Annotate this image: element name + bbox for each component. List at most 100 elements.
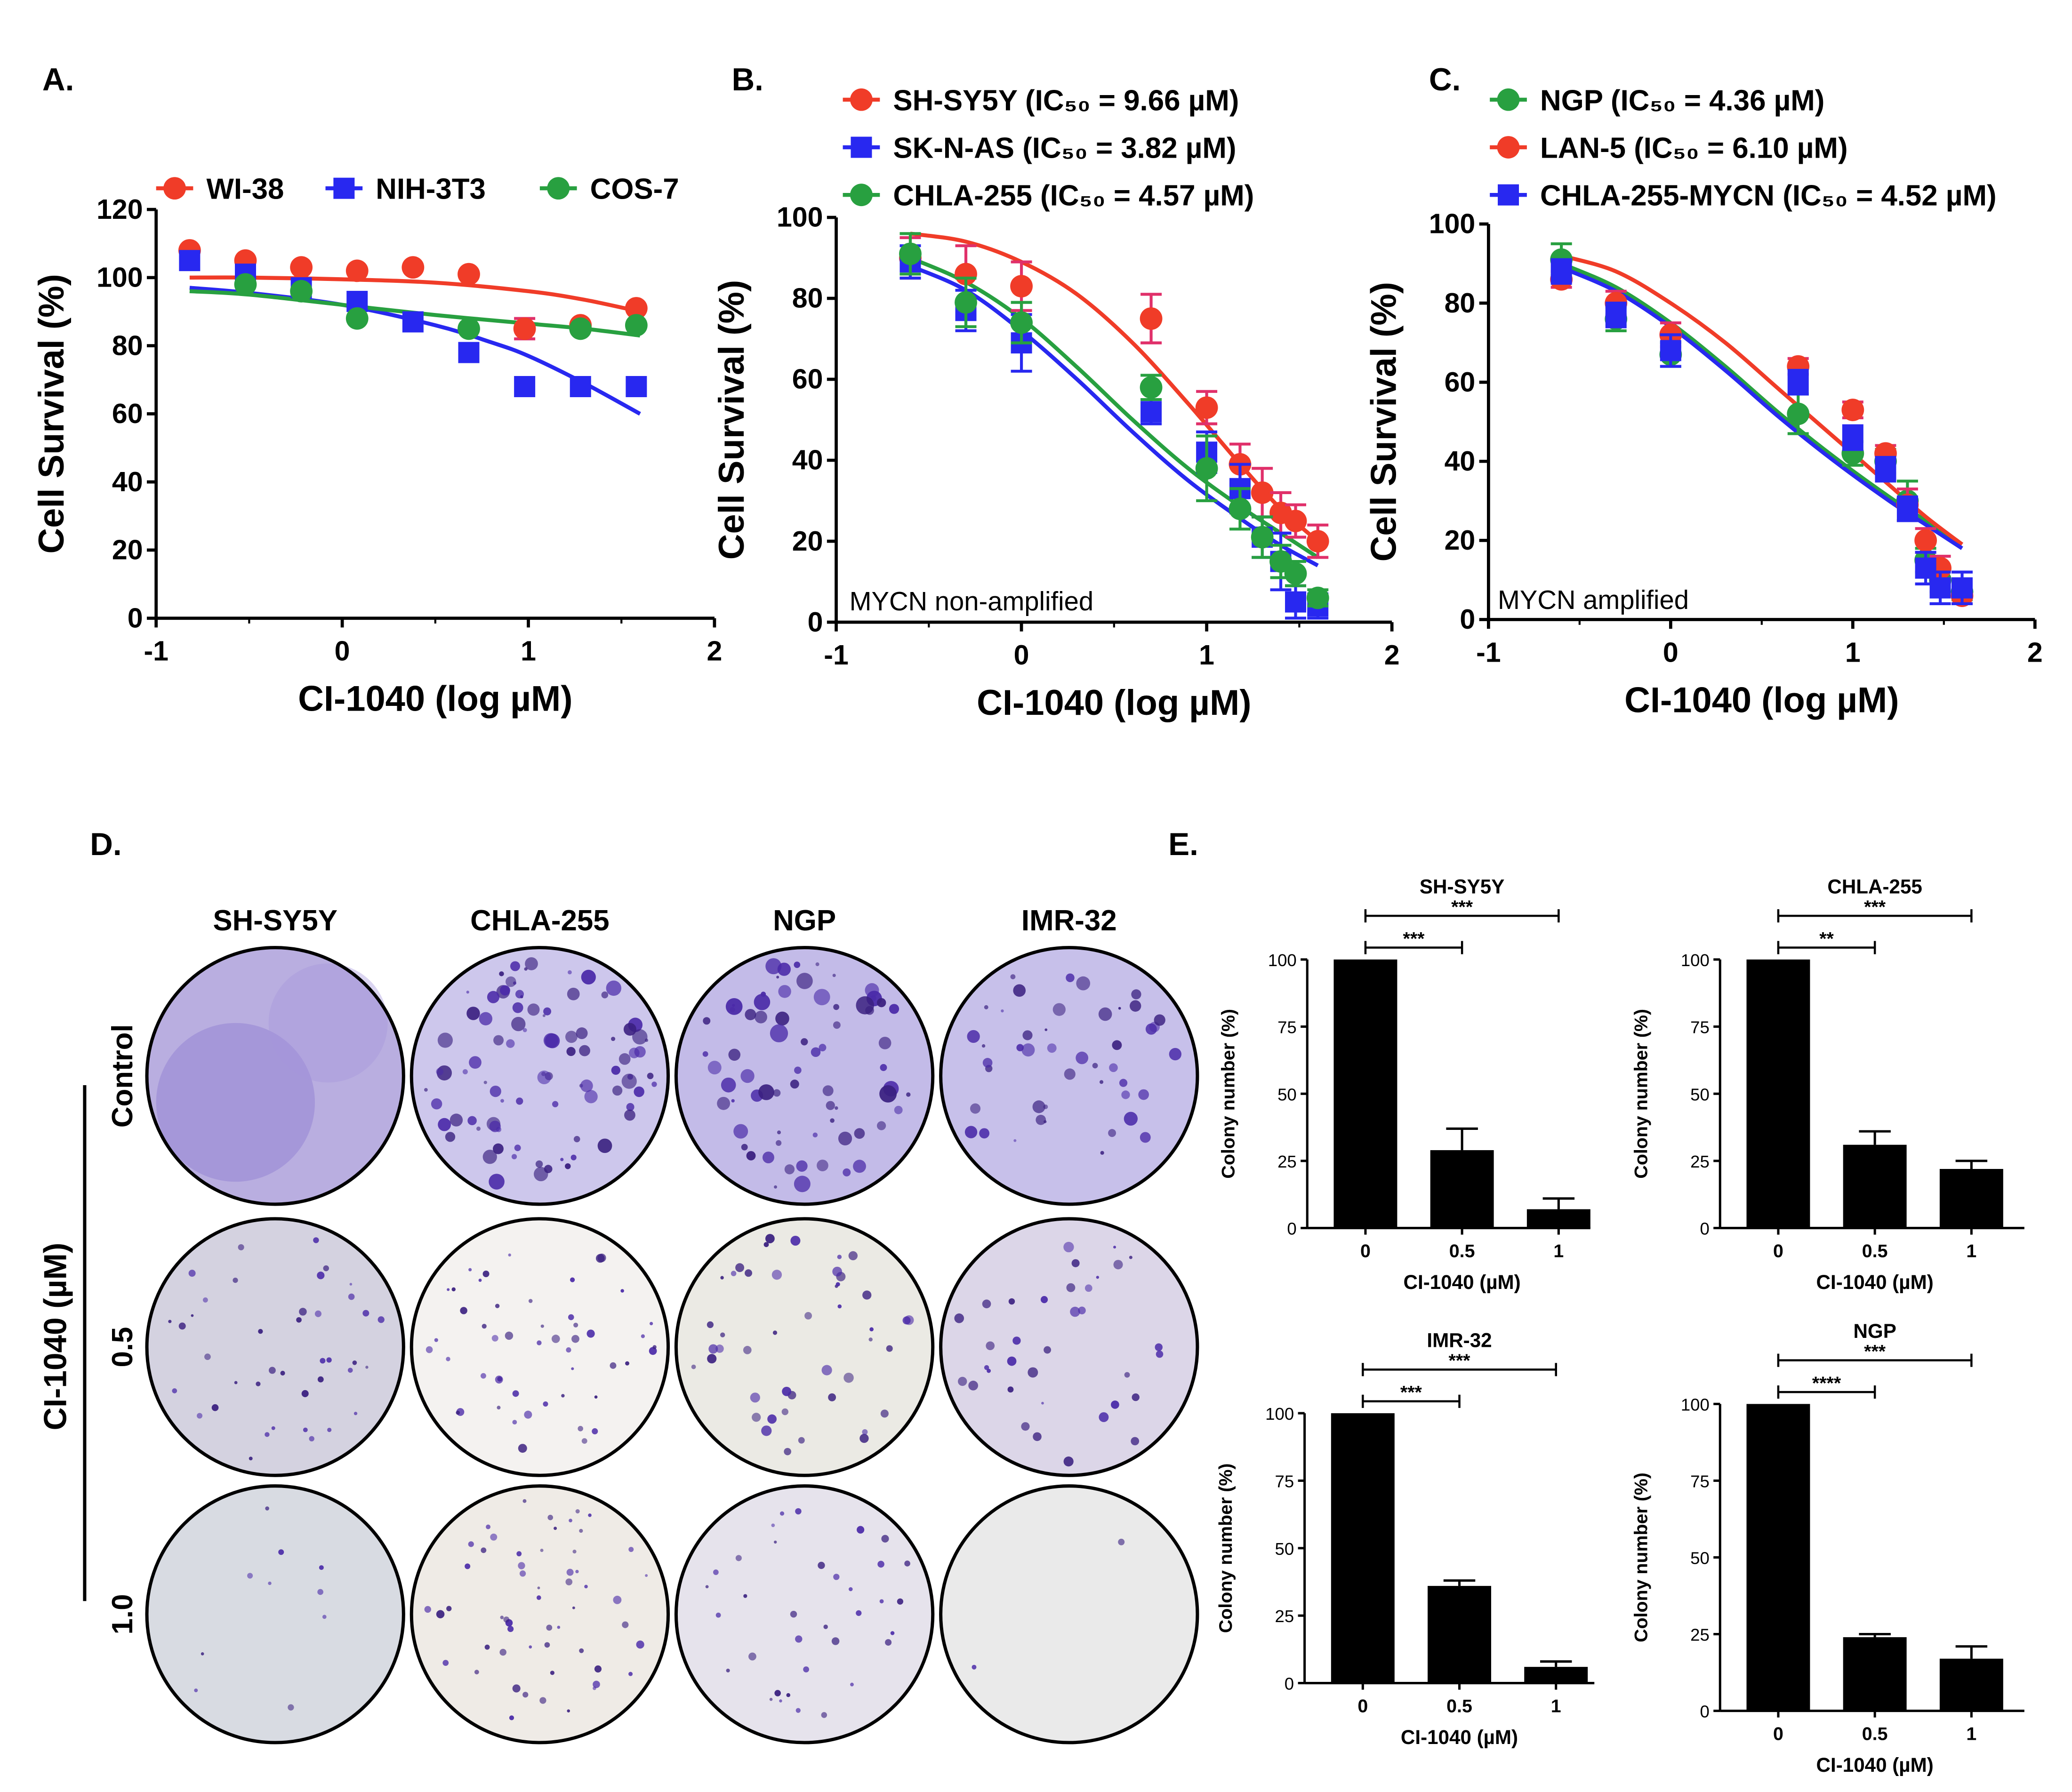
data-point-nih-3t3 [179,250,201,272]
y-tick-label: 75 [1275,1472,1294,1491]
y-tick-label: 0 [128,602,143,633]
data-point-sh-sy5y [1284,510,1307,532]
y-tick-label: 100 [1268,951,1297,970]
y-tick-label: 25 [1690,1625,1710,1645]
colony-dot [579,1648,584,1653]
colony-dot [1099,1080,1104,1084]
colony-dot [537,1586,540,1590]
colony-dot [1099,1412,1109,1422]
data-point-lan-5 [1841,399,1864,421]
plate-background [411,1486,668,1743]
legend-marker [851,136,872,158]
colony-dot [1124,1372,1130,1378]
bar-1 [1939,1169,2003,1228]
data-point-chla-255 [899,242,922,265]
colony-dot [540,1548,544,1552]
legend-label-lan-5: LAN-5 (IC₅₀ = 6.10 µM) [1540,132,1848,164]
colony-dot [1096,1276,1099,1279]
colony-dot [708,1344,718,1354]
significance-label: *** [1864,1341,1886,1362]
colony-dot [522,1499,527,1503]
data-point-chla-255-mycn [1896,498,1918,520]
colony-dot [1092,1063,1098,1069]
bar-0 [1746,959,1810,1228]
colony-dot [579,1528,583,1533]
colony-dot [775,1011,789,1026]
colony-dot [773,1089,781,1097]
colony-dot [593,1686,596,1690]
colony-dot [794,961,801,968]
colony-dot [1076,1051,1089,1064]
legend-marker [850,88,873,111]
colony-dot [1052,1003,1066,1016]
colony-dot [544,1642,550,1648]
colony-dot [880,1064,887,1071]
y-tick-label: 60 [112,398,143,429]
colony-dot [268,1581,272,1585]
colony-dot [580,1079,593,1092]
colony-plate [145,1484,405,1744]
colonies [424,1499,648,1720]
colony-dot [817,1160,828,1171]
colony-dot [776,976,779,979]
data-point-wi-38 [345,259,369,282]
colony-plate [410,1484,670,1744]
colony-dot [763,1242,769,1248]
plate-column-header: CHLA-255 [470,904,609,937]
x-axis-label: CI-1040 (µM) [1816,1754,1934,1776]
colony-dot [628,1547,634,1552]
colony-dot [1140,1132,1151,1143]
colony-dot [301,1390,309,1397]
colony-dot [278,1549,284,1555]
colony-dot [1033,1432,1042,1441]
data-point-sh-sy5y [1195,396,1218,419]
colony-dot [528,1299,533,1303]
colony-dot [495,1376,503,1384]
colony-dot [835,1106,838,1110]
colony-dot [1071,1259,1080,1267]
colony-dot [178,1322,186,1330]
colony-dot [507,1625,514,1632]
colony-dot [794,1066,802,1074]
colony-plate [939,1217,1199,1477]
bar-0-5 [1843,1144,1907,1228]
y-axis-label: Colony number (%) [1218,1009,1239,1179]
colony-dot [468,1268,472,1272]
bar-chart-title: NGP [1853,1320,1896,1342]
plate-background [676,1218,933,1476]
colony-dot [303,1427,308,1432]
colony-dot [796,973,813,989]
colony-dot [774,1690,781,1696]
colony-dot [437,1032,453,1048]
plate-column-header: SH-SY5Y [213,904,337,937]
colony-dot [774,1540,777,1544]
colony-dot [543,1401,548,1407]
x-tick-label: 1 [1553,1240,1564,1261]
colony-dot [571,1367,574,1370]
colony-dot [572,1606,575,1609]
y-tick-label: 0 [808,607,823,638]
plate-rim [145,1217,405,1477]
colony-dot [565,1578,573,1585]
colony-dot [509,1715,514,1720]
x-tick-label: 2 [1384,640,1400,671]
x-tick-label: 0 [335,636,350,667]
colony-dot [499,1648,506,1656]
colony-dot [529,1645,532,1649]
colony-dot [958,1376,967,1386]
legend-label-chla-255-mycn: CHLA-255-MYCN (IC₅₀ = 4.52 µM) [1540,180,1997,212]
data-point-chla-255 [1284,562,1307,585]
colony-dot [362,1310,369,1317]
colony-dot [567,987,580,1000]
colony-dot [584,1090,598,1104]
colony-dot [1119,1079,1128,1087]
data-point-wi-38 [513,317,536,340]
colony-dot [1121,1090,1130,1099]
plate-rim [674,1484,935,1744]
plate-row-label: 0.5 [106,1327,139,1368]
colony-plate [939,1484,1199,1744]
colony-dot [476,1126,481,1131]
colonies [424,957,657,1190]
colony-dot [779,1511,785,1516]
